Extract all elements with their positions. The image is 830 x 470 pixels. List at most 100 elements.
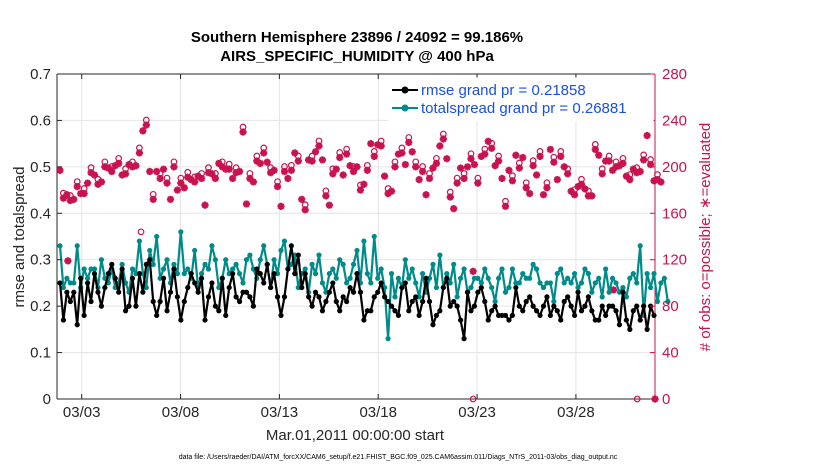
obs-evaluated-stroke	[381, 172, 388, 180]
obs-evaluated-marker	[170, 163, 178, 171]
obs-evaluated-marker	[146, 167, 154, 176]
obs-evaluated-stroke	[529, 162, 537, 170]
obs-evaluated-stroke	[218, 163, 226, 171]
totalspread-point	[530, 261, 536, 267]
obs-evaluated-stroke	[571, 191, 578, 199]
obs-evaluated-marker	[387, 187, 396, 195]
rmse-point	[295, 252, 301, 258]
obs-evaluated-stroke	[588, 192, 596, 200]
totalspread-point	[630, 271, 636, 277]
obs-evaluated-marker	[381, 172, 389, 180]
obs-evaluated-stroke	[136, 149, 143, 157]
obs-evaluated-stroke	[643, 132, 651, 139]
obs-evaluated-stroke	[84, 179, 91, 187]
obs-evaluated-stroke	[553, 176, 561, 183]
obs-evaluated-marker	[370, 152, 378, 161]
obs-evaluated-stroke	[515, 164, 523, 172]
rmse-point	[202, 317, 208, 323]
obs-evaluated-stroke	[610, 286, 617, 294]
totalspread-point	[129, 266, 136, 272]
obs-evaluated-marker	[425, 174, 434, 183]
obs-evaluated-marker	[73, 182, 81, 191]
rmse-point	[278, 312, 284, 319]
obs-evaluated-marker	[260, 149, 268, 157]
rmse-point	[71, 289, 77, 295]
obs-evaluated-marker	[494, 157, 503, 165]
totalspread-point	[585, 271, 591, 277]
obs-evaluated-stroke	[270, 167, 278, 174]
y2-tick-label: 0	[662, 391, 670, 408]
rmse-point	[95, 289, 101, 295]
rmse-point	[271, 271, 277, 277]
obs-evaluated-marker	[591, 145, 599, 154]
rmse-point	[299, 284, 305, 291]
obs-evaluated-stroke	[402, 161, 409, 168]
rmse-point	[67, 298, 73, 305]
totalspread-point	[375, 275, 381, 281]
obs-evaluated-stroke	[315, 142, 323, 150]
rmse-point	[157, 298, 163, 305]
obs-evaluated-marker	[173, 186, 181, 194]
totalspread-point	[98, 257, 105, 263]
obs-evaluated-stroke	[163, 179, 171, 187]
rmse-point	[288, 243, 294, 249]
obs-evaluated-stroke	[469, 267, 477, 275]
legend-rmse-marker	[401, 86, 409, 94]
rmse-point	[520, 308, 526, 314]
rmse-point	[167, 289, 174, 295]
obs-evaluated-marker	[446, 193, 454, 201]
obs-evaluated-stroke	[108, 168, 116, 175]
rmse-point	[98, 303, 105, 309]
totalspread-point	[205, 266, 212, 272]
obs-evaluated-marker	[277, 202, 285, 210]
totalspread-point	[533, 266, 540, 272]
rmse-point	[309, 303, 315, 309]
rmse-point	[154, 312, 160, 319]
obs-evaluated-marker	[197, 174, 206, 183]
rmse-point	[440, 284, 446, 291]
rmse-point	[426, 298, 433, 305]
rmse-point	[406, 308, 412, 314]
obs-evaluated-marker	[543, 184, 551, 192]
totalspread-point	[240, 280, 246, 286]
rmse-point	[326, 289, 332, 295]
legend: rmse grand pr = 0.21858 totalspread gran…	[388, 77, 654, 122]
obs-evaluated-marker	[159, 165, 168, 173]
obs-evaluated-marker	[287, 166, 295, 174]
totalspread-point	[326, 271, 332, 277]
obs-evaluated-stroke	[364, 167, 371, 174]
obs-evaluated-marker	[121, 170, 130, 178]
data-file-footer: data file: /Users/raeder/DAI/ATM_forcXX/…	[179, 454, 618, 461]
x-tick-label: 03/18	[359, 404, 397, 421]
totalspread-point	[603, 266, 609, 272]
totalspread-point	[620, 284, 626, 291]
legend-rmse-label: rmse grand pr = 0.21858	[421, 82, 586, 99]
totalspread-point	[461, 266, 467, 272]
obs-evaluated-stroke	[187, 176, 195, 183]
totalspread-point	[582, 266, 588, 272]
rmse-point	[316, 294, 322, 300]
totalspread-point	[271, 257, 277, 263]
rmse-point	[174, 294, 180, 300]
obs-evaluated-marker	[239, 128, 247, 136]
rmse-point	[337, 308, 343, 314]
totalspread-point	[634, 280, 640, 286]
rmse-point	[354, 271, 360, 277]
obs-evaluated-marker	[481, 150, 489, 158]
totalspread-point	[658, 280, 664, 286]
x-tick-label: 03/08	[162, 404, 200, 421]
legend-totalspread-label: totalspread grand pr = 0.26881	[421, 100, 627, 117]
chart-title-line2: AIRS_SPECIFIC_HUMIDITY @ 400 hPa	[220, 48, 494, 65]
obs-evaluated-stroke	[533, 171, 540, 179]
totalspread-point	[509, 266, 516, 272]
obs-evaluated-stroke	[519, 154, 527, 161]
obs-evaluated-stroke	[149, 196, 157, 203]
totalspread-point	[547, 280, 553, 286]
totalspread-point	[654, 298, 661, 305]
totalspread-point	[665, 298, 671, 305]
rmse-point	[281, 294, 288, 300]
obs-evaluated-marker	[401, 160, 409, 169]
rmse-point	[603, 312, 609, 319]
obs-evaluated-stroke	[377, 142, 385, 150]
